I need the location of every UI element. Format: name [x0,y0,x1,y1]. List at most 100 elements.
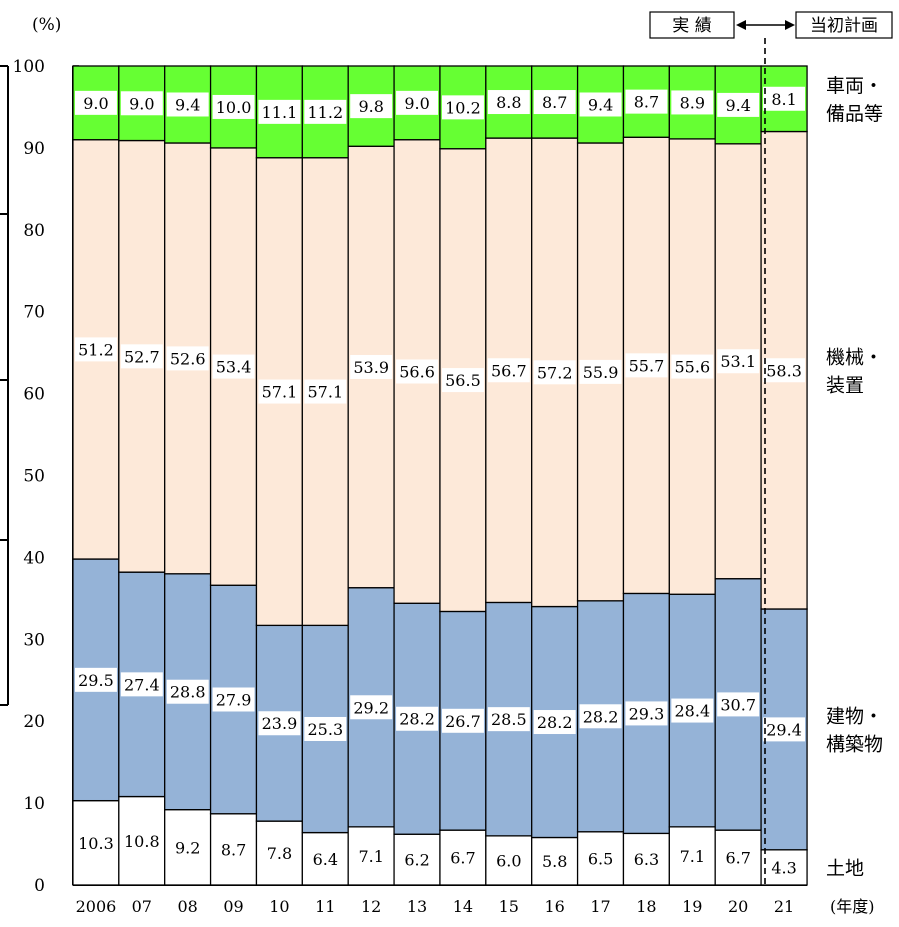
x-tick-label: 14 [453,897,473,916]
x-tick-label: 11 [315,897,335,916]
data-label: 55.7 [629,356,665,375]
x-tick-label: 10 [269,897,289,916]
data-label: 51.2 [78,340,114,359]
x-tick-label: 19 [682,897,702,916]
y-tick-label: 90 [23,139,45,159]
x-tick-label: 16 [545,897,565,916]
series-label: 装置 [826,374,864,396]
data-label: 25.3 [308,720,344,739]
data-label: 27.9 [216,690,252,709]
data-label: 10.3 [78,834,114,853]
legend-actual: 実 績 [672,16,711,36]
series-label: 備品等 [826,103,883,125]
x-tick-label: 08 [178,897,198,916]
legend-arrow-right-head [785,20,795,30]
x-tick-label: 12 [361,897,381,916]
data-label: 9.0 [83,94,108,113]
data-label: 10.0 [216,98,252,117]
y-tick-label: 60 [23,385,45,405]
data-label: 6.3 [634,850,659,869]
data-label: 28.2 [399,710,435,729]
x-tick-label: 13 [407,897,427,916]
y-tick-label: 100 [13,57,45,77]
data-label: 28.2 [537,713,573,732]
data-label: 8.9 [680,93,705,112]
data-label: 28.2 [583,707,619,726]
y-unit-label: (%) [32,15,61,35]
data-label: 55.6 [675,358,711,377]
y-tick-label: 80 [23,221,45,241]
x-tick-label: 2006 [76,897,117,916]
data-label: 57.1 [308,383,344,402]
x-unit-label: (年度) [830,897,875,916]
data-label: 9.0 [129,94,154,113]
data-label: 29.2 [353,698,389,717]
data-label: 8.7 [634,93,659,112]
x-tick-label: 17 [590,897,610,916]
series-label: 車両・ [826,75,883,97]
y-tick-label: 40 [23,548,45,568]
x-tick-label: 18 [636,897,656,916]
data-label: 11.1 [262,103,298,122]
data-label: 8.8 [496,93,521,112]
data-label: 4.3 [771,858,796,877]
data-label: 56.6 [399,362,435,381]
data-label: 6.4 [313,850,338,869]
data-label: 7.1 [680,847,705,866]
y-tick-label: 50 [23,467,45,487]
bars [73,66,807,885]
x-tick-label: 20 [728,897,748,916]
data-label: 9.8 [358,97,383,116]
legend: 実 績 当初計画 [650,12,892,38]
legend-plan: 当初計画 [810,16,878,36]
data-label: 11.2 [308,103,344,122]
data-label: 6.0 [496,851,521,870]
data-label: 56.5 [445,371,481,390]
y-tick-label: 10 [23,794,45,814]
data-label: 29.5 [78,671,114,690]
series-label: 土地 [826,857,864,879]
legend-arrow-left-head [736,20,746,30]
x-tick-label: 21 [774,897,794,916]
data-label: 10.8 [124,832,160,851]
data-label: 26.7 [445,712,481,731]
data-label: 28.4 [675,702,711,721]
data-label: 5.8 [542,852,567,871]
data-label: 28.8 [170,683,206,702]
series-label: 機械・ [826,346,883,368]
data-label: 9.4 [725,96,750,115]
data-label: 6.7 [450,849,475,868]
data-label: 29.4 [766,720,802,739]
data-label: 58.3 [766,361,802,380]
data-label: 9.0 [404,94,429,113]
x-tick-label: 09 [223,897,243,916]
data-label: 10.2 [445,98,481,117]
data-label: 55.9 [583,363,619,382]
data-label: 53.9 [353,358,389,377]
y-tick-label: 70 [23,303,45,323]
data-label: 9.4 [175,95,200,114]
data-label: 30.7 [720,695,756,714]
series-labels: 土地 建物・構築物 機械・装置 車両・備品等 [826,75,883,880]
y-tick-label: 20 [23,712,45,732]
y-tick-label: 0 [34,876,45,896]
data-label: 57.2 [537,363,573,382]
series-label: 構築物 [826,733,883,755]
data-label: 23.9 [262,714,298,733]
data-label: 8.7 [221,840,246,859]
data-label: 28.5 [491,710,527,729]
data-label: 52.7 [124,347,160,366]
data-label: 27.4 [124,675,160,694]
data-label: 8.1 [771,90,796,109]
x-tick-label: 15 [499,897,519,916]
data-label: 8.7 [542,93,567,112]
series-label: 建物・ [826,705,883,727]
data-label: 9.2 [175,838,200,857]
data-label: 53.4 [216,358,252,377]
data-label: 9.4 [588,95,613,114]
data-label: 6.5 [588,849,613,868]
data-label: 6.7 [725,849,750,868]
y-tick-label: 30 [23,630,45,650]
data-label: 56.7 [491,361,527,380]
